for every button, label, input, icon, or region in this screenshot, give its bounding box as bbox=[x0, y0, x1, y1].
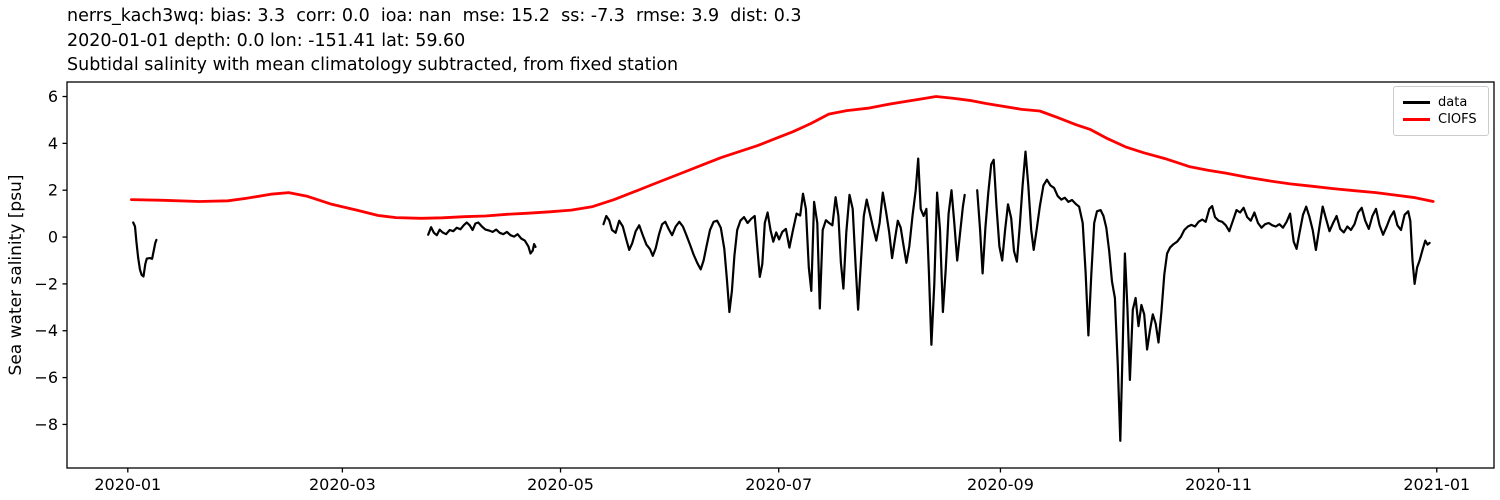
ciofs-line-swatch bbox=[1403, 118, 1430, 121]
y-tick-label: 0 bbox=[48, 228, 58, 247]
legend-label-data: data bbox=[1438, 95, 1468, 110]
plot-frame bbox=[66, 81, 1495, 469]
legend-item-ciofs: CIOFS bbox=[1403, 111, 1479, 128]
data-line-swatch bbox=[1403, 101, 1430, 104]
ciofs-series-line bbox=[129, 95, 1435, 220]
y-tick-label: −8 bbox=[34, 415, 58, 434]
x-tick-label: 2020-07 bbox=[745, 475, 812, 494]
y-tick-label: 4 bbox=[48, 134, 58, 153]
legend-item-data: data bbox=[1403, 94, 1479, 111]
data-series-line bbox=[427, 221, 537, 255]
data-series-line bbox=[976, 150, 1431, 442]
y-tick-label: 2 bbox=[48, 181, 58, 200]
title-metrics-line: nerrs_kach3wq: bias: 3.3 corr: 0.0 ioa: … bbox=[67, 6, 802, 26]
x-tick-label: 2021-01 bbox=[1403, 475, 1470, 494]
y-tick-label: −2 bbox=[34, 274, 58, 293]
y-tick-label: −6 bbox=[34, 368, 58, 387]
data-series-line bbox=[602, 157, 966, 346]
x-tick-label: 2020-11 bbox=[1185, 475, 1252, 494]
data-series-line bbox=[132, 221, 158, 278]
x-tick-label: 2020-09 bbox=[967, 475, 1034, 494]
y-tick-label: −4 bbox=[34, 321, 58, 340]
y-tick-label: 6 bbox=[48, 87, 58, 106]
title-description-line: Subtidal salinity with mean climatology … bbox=[67, 55, 679, 75]
title-station-line: 2020-01-01 depth: 0.0 lon: -151.41 lat: … bbox=[67, 30, 466, 51]
legend-label-ciofs: CIOFS bbox=[1438, 112, 1477, 127]
x-tick-label: 2020-03 bbox=[309, 475, 376, 494]
x-tick-label: 2020-05 bbox=[527, 475, 594, 494]
x-tick-label: 2020-01 bbox=[94, 475, 161, 494]
chart-title-block: nerrs_kach3wq: bias: 3.3 corr: 0.0 ioa: … bbox=[67, 4, 802, 78]
legend: data CIOFS bbox=[1393, 86, 1489, 136]
